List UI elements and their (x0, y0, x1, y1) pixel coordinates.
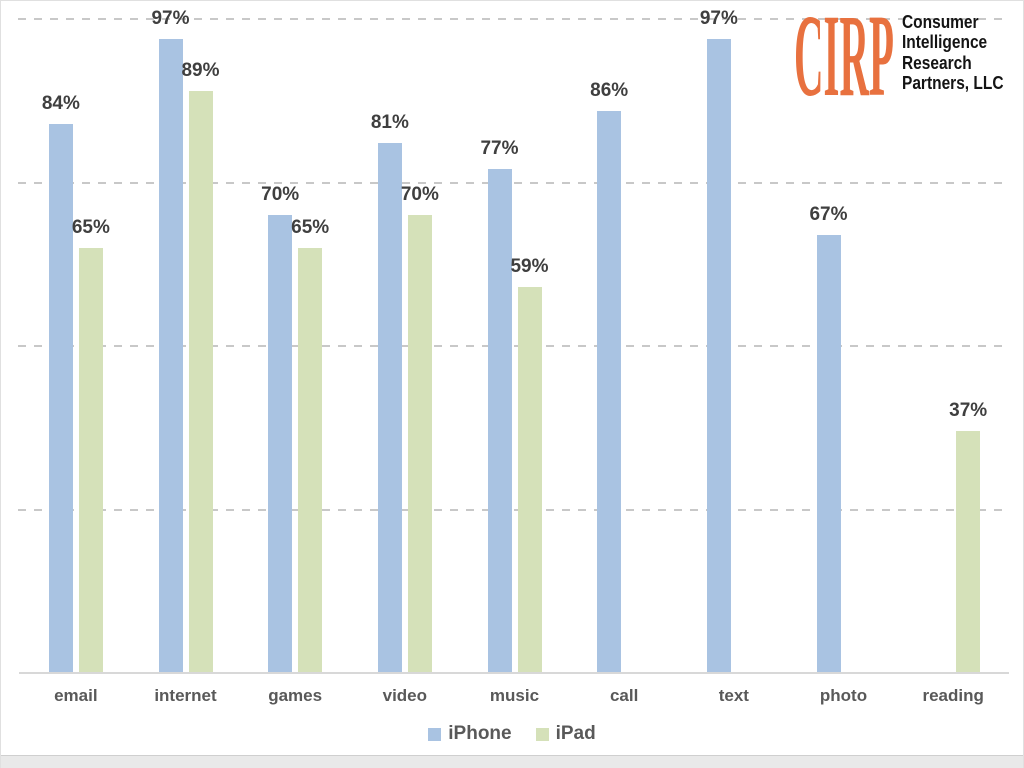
bar-value-label-ipad-internet: 89% (181, 59, 220, 81)
legend-swatch-ipad-icon (535, 727, 549, 741)
legend: iPhone iPad (1, 723, 1023, 745)
svg-text:CIRP: CIRP (794, 9, 894, 101)
bar-value-label-iphone-video: 81% (370, 112, 409, 134)
bar-value-label-iphone-games: 70% (261, 184, 300, 206)
bar-value-label-iphone-text: 97% (699, 7, 738, 29)
bottom-strip (1, 755, 1023, 768)
legend-label-ipad: iPad (555, 723, 596, 744)
bar-ipad-video (407, 215, 432, 673)
bar-value-label-iphone-call: 86% (590, 79, 629, 101)
logo-line: Research (901, 52, 972, 73)
bar-iphone-music (487, 169, 512, 673)
bar-iphone-photo (816, 234, 841, 673)
legend-label-iphone: iPhone (448, 723, 512, 744)
bar-value-label-iphone-email: 84% (41, 92, 80, 114)
bar-value-label-iphone-internet: 97% (151, 7, 190, 29)
bar-ipad-games (298, 247, 323, 673)
bar-iphone-video (377, 143, 402, 673)
bar-value-label-ipad-video: 70% (400, 184, 439, 206)
x-axis-label-music: music (489, 686, 540, 705)
x-axis-label-email: email (54, 686, 98, 705)
x-axis-line (19, 672, 1009, 674)
x-axis-label-video: video (382, 686, 428, 705)
bar-value-label-ipad-reading: 37% (949, 400, 988, 422)
bar-value-label-ipad-email: 65% (71, 216, 110, 238)
bar-iphone-text (706, 38, 731, 673)
legend-swatch-iphone-icon (428, 727, 442, 741)
bar-ipad-music (517, 287, 542, 673)
gridline-100 (18, 18, 1009, 20)
legend-item-ipad: iPad (535, 723, 596, 745)
bar-value-label-ipad-games: 65% (291, 216, 330, 238)
x-axis-label-call: call (609, 686, 639, 705)
bar-iphone-games (268, 215, 293, 673)
gridline-75 (18, 181, 1009, 184)
logo-line: Consumer (901, 12, 979, 32)
bar-iphone-email (48, 123, 73, 673)
cirp-brand-mark: CIRP (794, 9, 894, 101)
bar-iphone-call (597, 110, 622, 673)
x-axis-label-text: text (718, 686, 749, 705)
bar-ipad-reading (956, 431, 981, 673)
x-axis-label-internet: internet (154, 686, 217, 705)
logo-line: Partners, LLC (901, 72, 1004, 93)
x-axis-label-photo: photo (819, 686, 868, 705)
x-axis-labels: email internet games video music call text phot… (21, 673, 1008, 709)
legend-item-iphone: iPhone (428, 723, 512, 745)
x-axis-label-games: games (268, 686, 323, 705)
bar-ipad-email (78, 247, 103, 673)
bar-ipad-internet (188, 90, 213, 673)
gridline-25 (18, 508, 1009, 511)
gridline-50 (18, 345, 1009, 347)
cirp-logo: CIRP Consumer Intelligence Research Part… (793, 9, 1020, 101)
chart-plot-area: 84% 97% 70% 81% 77% 86% 97% 67% 65% 89% 65% 70% 59% 3… (18, 1, 1009, 673)
cirp-logo-text: Consumer Intelligence Research Partners,… (902, 9, 1004, 93)
bar-iphone-internet (158, 38, 183, 673)
x-axis-label-reading: reading (922, 686, 984, 705)
bar-value-label-iphone-photo: 67% (809, 203, 848, 225)
logo-line: Intelligence (901, 32, 988, 53)
bar-value-label-iphone-music: 77% (480, 138, 519, 160)
bar-value-label-ipad-music: 59% (510, 256, 549, 278)
